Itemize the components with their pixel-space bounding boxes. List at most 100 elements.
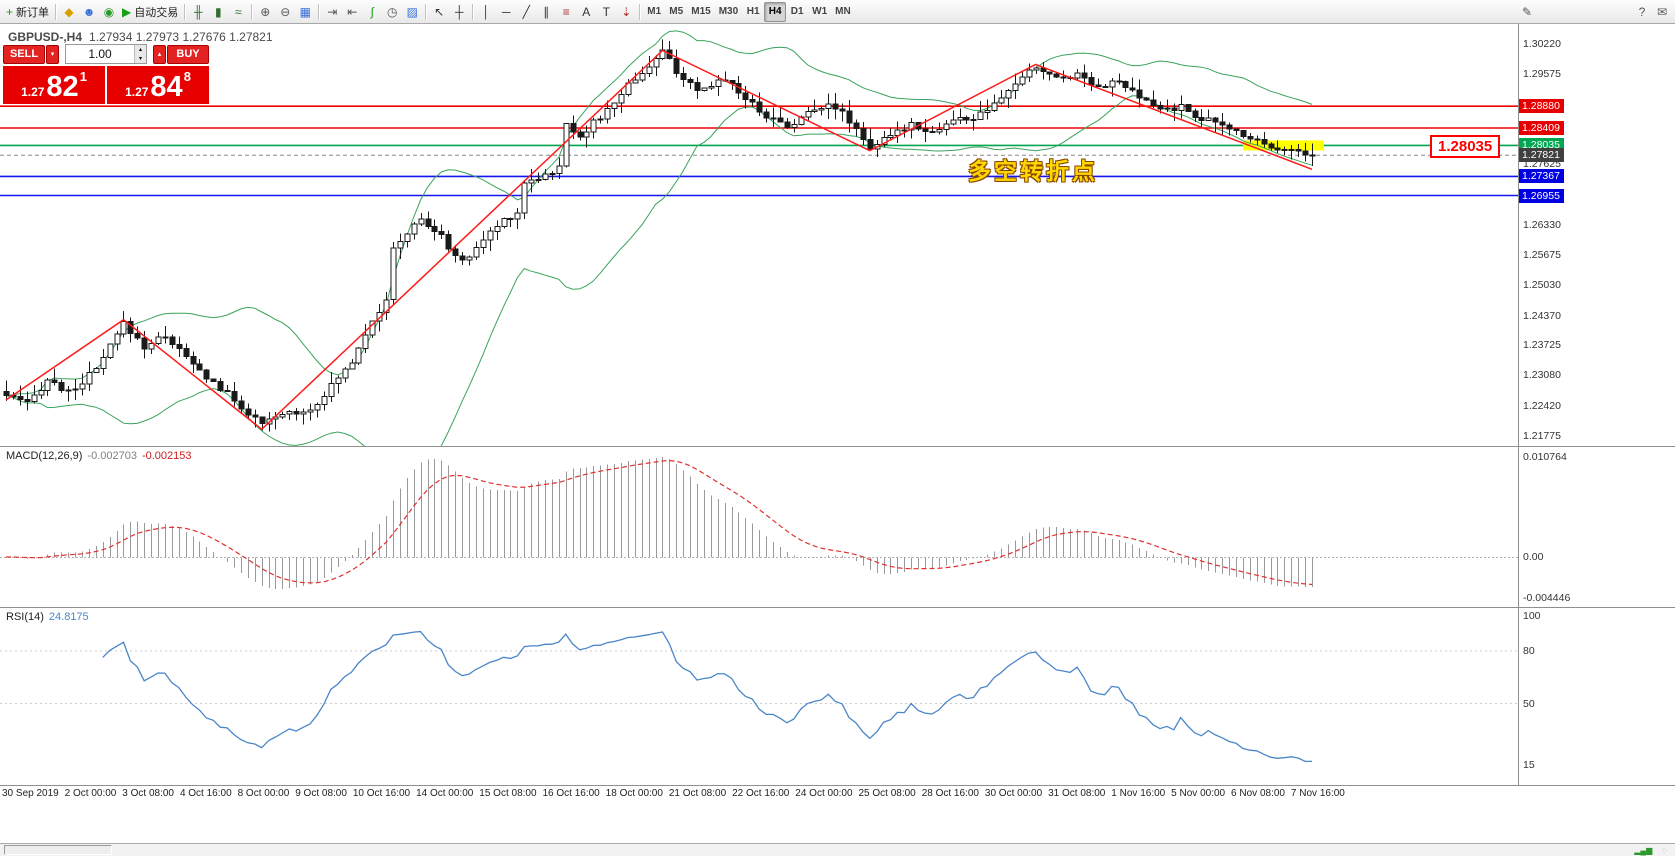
price-callout-label[interactable]: 1.28035 (1430, 135, 1501, 158)
timeframe-w1-button[interactable]: W1 (808, 2, 831, 22)
buy-dropdown-caret[interactable]: ▴ (153, 44, 166, 64)
time-axis-label: 6 Nov 08:00 (1231, 788, 1285, 799)
text-icon[interactable]: A (576, 2, 596, 22)
toolbar: + 新订单 ◆ ☻ ◉ ▶ 自动交易 ╫ ▮ ≈ ⊕ ⊖ ▦ ⇥ ⇤ ∫ ◷ ▨ ↖ ┼ │ ─ ╱ ∥ ≡ A T ⇣ M1 M5 M15… (0, 0, 1675, 24)
trendline-icon[interactable]: ╱ (516, 2, 536, 22)
bollinger-lower-band (5, 95, 1313, 446)
horizontal-line-icon[interactable]: ─ (496, 2, 516, 22)
horizontal-line-glyph: ─ (501, 4, 511, 19)
rsi-label: RSI(14) 24.8175 (6, 611, 89, 623)
timeframe-d1-button[interactable]: D1 (786, 2, 808, 22)
macd-axis-label: -0.004446 (1523, 592, 1571, 605)
volume-up-button[interactable]: ▴ (135, 45, 146, 54)
time-axis-label: 31 Oct 08:00 (1048, 788, 1106, 799)
line-chart-icon[interactable]: ≈ (228, 2, 248, 22)
candles (3, 39, 1316, 432)
rsi-value: 24.8175 (48, 611, 89, 623)
terminal-icon[interactable]: ◉ (99, 2, 119, 22)
timeframe-h1-button[interactable]: H1 (742, 2, 764, 22)
templates-icon[interactable]: ▨ (402, 2, 422, 22)
vertical-line-icon[interactable]: │ (476, 2, 496, 22)
help-glyph: ? (1638, 4, 1646, 19)
rsi-axis-label: 100 (1523, 610, 1541, 622)
time-axis-label: 3 Oct 08:00 (122, 788, 174, 799)
rsi-chart-canvas[interactable] (0, 608, 1518, 785)
rsi-axis-label: 50 (1523, 697, 1535, 710)
horizontal-lines[interactable] (0, 105, 1518, 197)
volume-down-button[interactable]: ▾ (135, 54, 146, 63)
price-chart-canvas[interactable] (0, 24, 1518, 446)
volume-value[interactable]: 1.00 (88, 47, 112, 61)
macd-chart-canvas[interactable] (0, 447, 1518, 607)
buy-price-tile[interactable]: 1.27 84 8 (107, 66, 209, 104)
help-icon[interactable]: ? (1632, 2, 1652, 22)
market-watch-icon[interactable]: ◆ (59, 2, 79, 22)
navigator-icon[interactable]: ☻ (79, 2, 99, 22)
buy-button[interactable]: BUY (167, 44, 209, 64)
time-axis-label: 9 Oct 08:00 (295, 788, 347, 799)
text-label-icon[interactable]: T (596, 2, 616, 22)
price-axis-badge: 1.26955 (1519, 188, 1564, 203)
candlestick-chart-icon[interactable]: ▮ (208, 2, 228, 22)
ohlc-values: 1.27934 1.27973 1.27676 1.27821 (89, 30, 273, 44)
sell-price-tile[interactable]: 1.27 82 1 (3, 66, 105, 104)
chart-title: GBPUSD-,H4 1.27934 1.27973 1.27676 1.2782… (8, 30, 273, 44)
timeframe-m30-button[interactable]: M30 (715, 2, 742, 22)
zoom-in-icon[interactable]: ⊕ (255, 2, 275, 22)
price-axis[interactable]: 1.30220 1.29575 1.27625 1.26330 1.25675 1.250… (1518, 24, 1675, 446)
chart-area: 1.30220 1.29575 1.27625 1.26330 1.25675 1.250… (0, 24, 1675, 857)
rsi-axis: 100 80 50 15 (1518, 608, 1675, 786)
trade-controls-row: SELL ▾ 1.00 ▴ ▾ ▴ BUY (3, 44, 209, 64)
feedback-glyph: ✉ (1656, 4, 1668, 19)
equidistant-channel-icon[interactable]: ∥ (536, 2, 556, 22)
fibonacci-icon[interactable]: ≡ (556, 2, 576, 22)
arrows-icon[interactable]: ⇣ (616, 2, 636, 22)
equidistant-channel-glyph: ∥ (543, 4, 550, 19)
new-order-button[interactable]: + 新订单 (3, 2, 52, 22)
edit-icon[interactable]: ✎ (1517, 2, 1537, 22)
chart-shift-icon[interactable]: ⇤ (342, 2, 362, 22)
connection-icon: ◌ (1662, 845, 1667, 855)
time-axis-label: 2 Oct 00:00 (64, 788, 117, 799)
bar-chart-icon[interactable]: ╫ (188, 2, 208, 22)
crosshair-icon[interactable]: ┼ (449, 2, 469, 22)
navigator-glyph: ☻ (82, 4, 96, 19)
price-axis-label: 1.24370 (1523, 309, 1561, 322)
sell-price-big: 82 (46, 71, 79, 103)
volume-box: 1.00 ▴ ▾ (65, 44, 147, 64)
periods-icon[interactable]: ◷ (382, 2, 402, 22)
text-label-glyph: T (602, 4, 610, 19)
candlestick-chart-glyph: ▮ (214, 4, 222, 19)
timeframe-m5-button[interactable]: M5 (665, 2, 687, 22)
tile-windows-icon[interactable]: ▦ (295, 2, 315, 22)
sell-dropdown-caret[interactable]: ▾ (46, 44, 59, 64)
cursor-icon[interactable]: ↖ (429, 2, 449, 22)
feedback-icon[interactable]: ✉ (1652, 2, 1672, 22)
chart-shift-glyph: ⇤ (347, 4, 358, 19)
indicators-icon[interactable]: ∫ (362, 2, 382, 22)
time-axis-label: 18 Oct 00:00 (605, 788, 663, 799)
timeframe-h4-button[interactable]: H4 (764, 1, 787, 22)
auto-scroll-icon[interactable]: ⇥ (322, 2, 342, 22)
templates-glyph: ▨ (406, 4, 418, 19)
buy-price-sup: 8 (183, 69, 191, 84)
zoom-in-glyph: ⊕ (260, 4, 271, 19)
time-axis-label: 4 Oct 16:00 (179, 788, 232, 799)
trendline-glyph: ╱ (522, 4, 530, 19)
timeframe-mn-button[interactable]: MN (831, 2, 855, 22)
timeframe-m15-button[interactable]: M15 (687, 2, 714, 22)
zoom-out-icon[interactable]: ⊖ (275, 2, 295, 22)
macd-main-value: -0.002703 (87, 450, 137, 462)
zigzag-line[interactable] (5, 49, 1313, 431)
sell-button[interactable]: SELL (3, 44, 45, 64)
macd-label: MACD(12,26,9) -0.002703 -0.002153 (6, 450, 192, 462)
time-axis-label: 24 Oct 00:00 (795, 788, 853, 799)
yellow-highlight-marker[interactable] (1242, 140, 1324, 151)
time-axis-label: 30 Oct 00:00 (984, 788, 1043, 799)
price-axis-label: 1.23725 (1523, 339, 1561, 352)
time-axis[interactable]: 30 Sep 2019 2 Oct 00:00 3 Oct 08:00 4 Oct 1… (0, 785, 1675, 803)
turning-point-annotation[interactable]: 多空转折点 (968, 158, 1098, 184)
price-axis-badge: 1.28880 (1519, 99, 1564, 114)
timeframe-m1-button[interactable]: M1 (643, 2, 665, 22)
autotrading-button[interactable]: ▶ 自动交易 (119, 2, 181, 22)
